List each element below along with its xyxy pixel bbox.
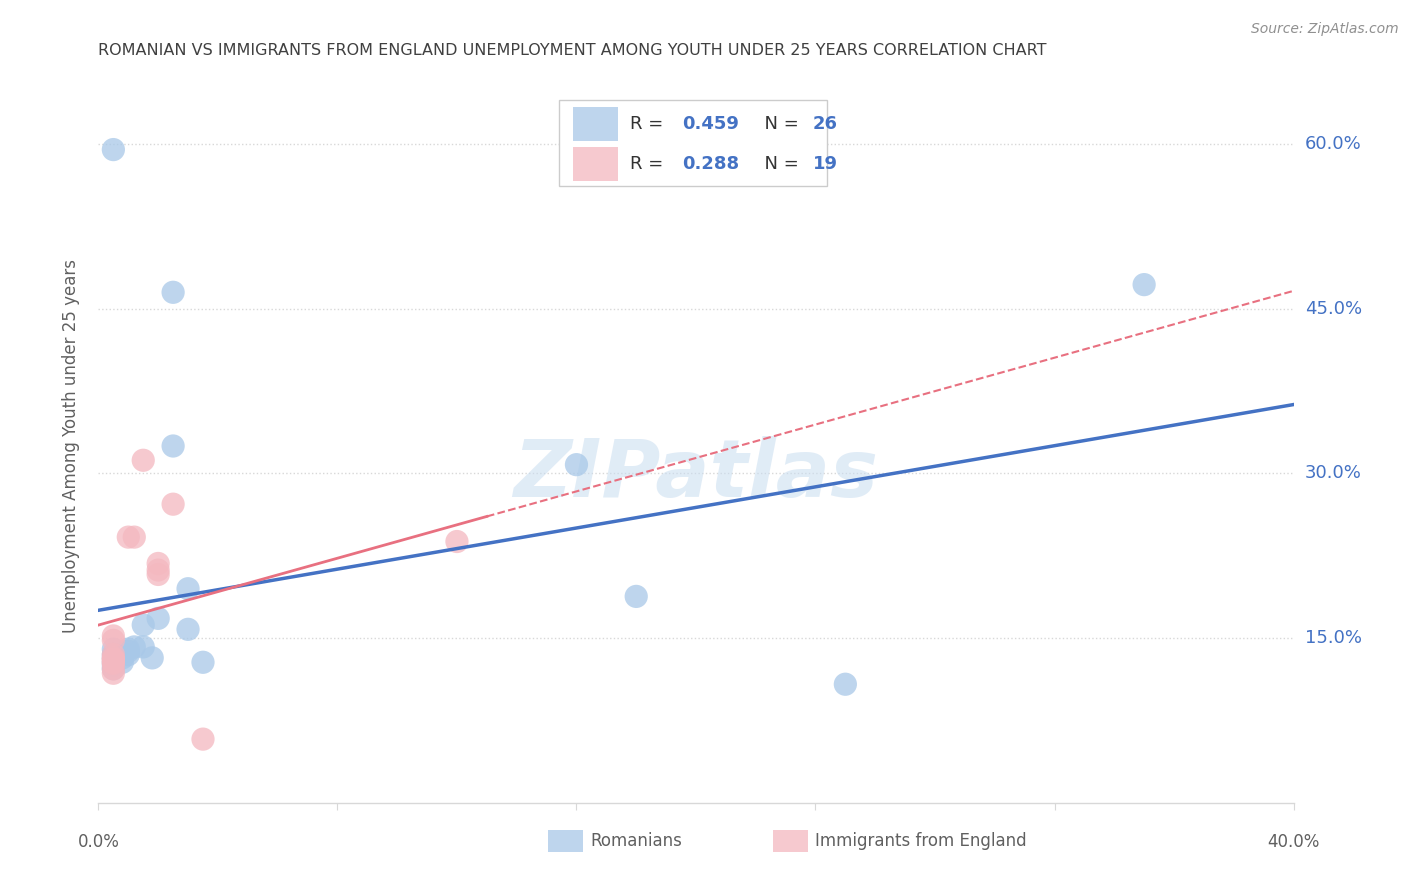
Text: 26: 26 (813, 115, 838, 133)
Text: 60.0%: 60.0% (1305, 135, 1361, 153)
Point (117, 642, 139, 657)
Text: Immigrants from England: Immigrants from England (815, 832, 1028, 850)
Point (103, 648, 125, 662)
Point (132, 453, 155, 467)
Point (103, 658, 125, 673)
Point (148, 557, 170, 571)
Bar (572, 147, 619, 181)
Point (141, 651, 163, 665)
Point (1133, 277, 1156, 292)
Point (103, 143, 125, 157)
Point (103, 662, 125, 676)
Point (103, 629, 125, 643)
Y-axis label: Unemployment Among Youth under 25 years: Unemployment Among Youth under 25 years (62, 259, 80, 633)
Point (148, 611, 170, 625)
Point (191, 655, 214, 669)
Point (103, 651, 125, 665)
Point (103, 666, 125, 681)
Text: N =: N = (754, 155, 804, 173)
Text: 0.0%: 0.0% (77, 833, 120, 851)
Point (565, 458, 588, 472)
Point (103, 652, 125, 666)
Point (103, 642, 125, 657)
Text: ROMANIAN VS IMMIGRANTS FROM ENGLAND UNEMPLOYMENT AMONG YOUTH UNDER 25 YEARS CORR: ROMANIAN VS IMMIGRANTS FROM ENGLAND UNEM… (98, 43, 1047, 58)
Point (117, 644, 139, 658)
Text: 40.0%: 40.0% (1267, 833, 1320, 851)
Point (162, 497, 184, 511)
Point (834, 677, 856, 691)
Point (111, 655, 134, 669)
Text: Source: ZipAtlas.com: Source: ZipAtlas.com (1251, 22, 1399, 37)
Point (111, 651, 134, 665)
FancyBboxPatch shape (558, 100, 827, 186)
Text: 15.0%: 15.0% (1305, 629, 1361, 647)
Text: ZIPatlas: ZIPatlas (513, 435, 879, 514)
Point (117, 648, 139, 662)
Point (624, 590, 647, 604)
Point (124, 530, 146, 544)
Text: Romanians: Romanians (591, 832, 682, 850)
Point (177, 582, 200, 596)
Point (132, 618, 155, 632)
Text: 30.0%: 30.0% (1305, 465, 1361, 483)
Point (103, 655, 125, 669)
Point (446, 534, 468, 549)
Text: 45.0%: 45.0% (1305, 300, 1362, 318)
Point (124, 640, 146, 654)
Text: 0.459: 0.459 (682, 115, 738, 133)
Text: 19: 19 (813, 155, 838, 173)
Point (103, 648, 125, 662)
Point (103, 633, 125, 648)
Text: R =: R = (630, 115, 669, 133)
Bar (572, 107, 619, 141)
Point (132, 640, 155, 654)
Point (103, 657, 125, 671)
Text: R =: R = (630, 155, 669, 173)
Point (103, 651, 125, 665)
Point (103, 662, 125, 676)
Point (117, 530, 139, 544)
Point (162, 439, 184, 453)
Point (177, 623, 200, 637)
Point (148, 563, 170, 577)
Text: 0.288: 0.288 (682, 155, 738, 173)
Text: N =: N = (754, 115, 804, 133)
Point (148, 567, 170, 582)
Point (103, 655, 125, 669)
Point (191, 732, 214, 747)
Point (162, 285, 184, 300)
Point (103, 653, 125, 667)
